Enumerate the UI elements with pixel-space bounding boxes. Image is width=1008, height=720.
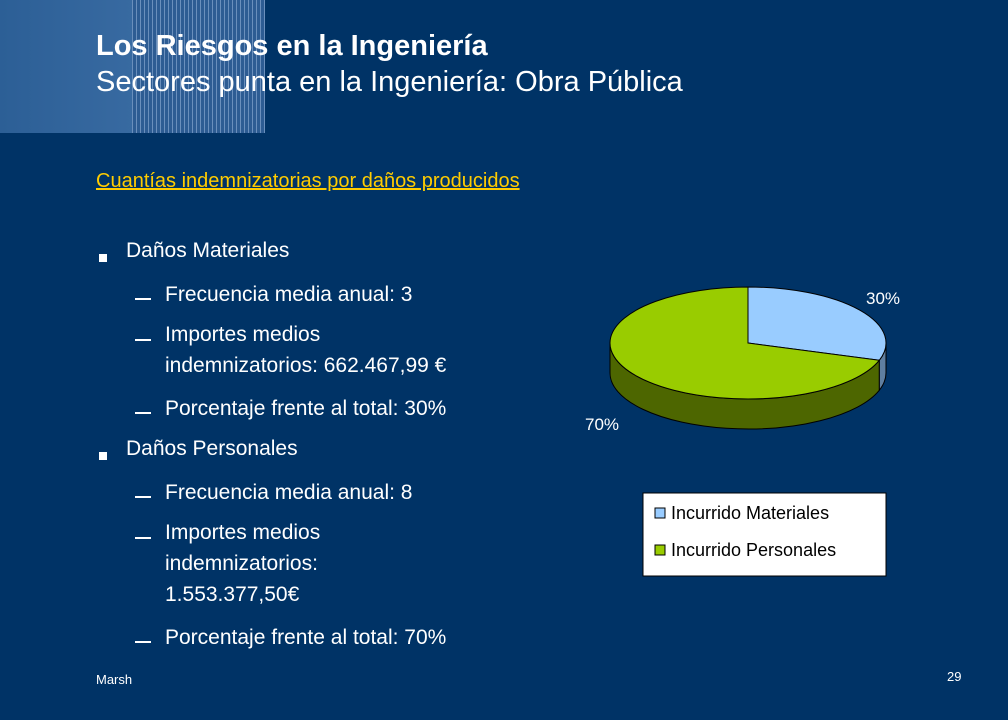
pie-slice-materiales bbox=[747, 286, 887, 361]
legend-box bbox=[642, 492, 887, 577]
slide-title: Los Riesgos en la Ingeniería bbox=[96, 30, 488, 62]
dash-icon bbox=[135, 412, 151, 414]
dash-icon bbox=[135, 339, 151, 341]
pie-label-personales: 70% bbox=[585, 415, 619, 434]
page-number: 29 bbox=[947, 669, 962, 684]
materiales-frecuencia: Frecuencia media anual: 3 bbox=[165, 283, 413, 306]
bullet-danos-materiales: Daños Materiales bbox=[126, 239, 290, 262]
legend-label-personales: Incurrido Personales bbox=[671, 540, 836, 560]
bullet-square-icon bbox=[99, 254, 107, 262]
personales-importes-line2: indemnizatorios: bbox=[165, 552, 318, 575]
legend-swatch-materiales bbox=[654, 507, 666, 519]
corner-decoration bbox=[0, 0, 265, 133]
legend-label-materiales: Incurrido Materiales bbox=[671, 503, 829, 523]
chart-legend: Incurrido Materiales Incurrido Personales bbox=[642, 492, 887, 577]
section-link[interactable]: Cuantías indemnizatorias por daños produ… bbox=[96, 170, 520, 192]
pie-slice-personales bbox=[609, 286, 881, 400]
personales-porcentaje: Porcentaje frente al total: 70% bbox=[165, 626, 447, 649]
footer-company: Marsh bbox=[96, 672, 133, 687]
dash-icon bbox=[135, 496, 151, 498]
bullet-danos-personales: Daños Personales bbox=[126, 437, 298, 460]
personales-importes-line3: 1.553.377,50€ bbox=[165, 583, 300, 606]
slide-subtitle: Sectores punta en la Ingeniería: Obra Pú… bbox=[96, 66, 683, 98]
personales-frecuencia: Frecuencia media anual: 8 bbox=[165, 481, 413, 504]
materiales-importes-line2: indemnizatorios: 662.467,99 € bbox=[165, 354, 447, 377]
dash-icon bbox=[135, 641, 151, 643]
dash-icon bbox=[135, 537, 151, 539]
corner-stripes bbox=[132, 0, 265, 133]
pie-label-materiales: 30% bbox=[866, 289, 900, 308]
legend-swatch-personales bbox=[654, 544, 666, 556]
materiales-importes-line1: Importes medios bbox=[165, 323, 321, 346]
dash-icon bbox=[135, 298, 151, 300]
personales-importes-line1: Importes medios bbox=[165, 521, 321, 544]
bullet-square-icon bbox=[99, 452, 107, 460]
materiales-porcentaje: Porcentaje frente al total: 30% bbox=[165, 397, 447, 420]
